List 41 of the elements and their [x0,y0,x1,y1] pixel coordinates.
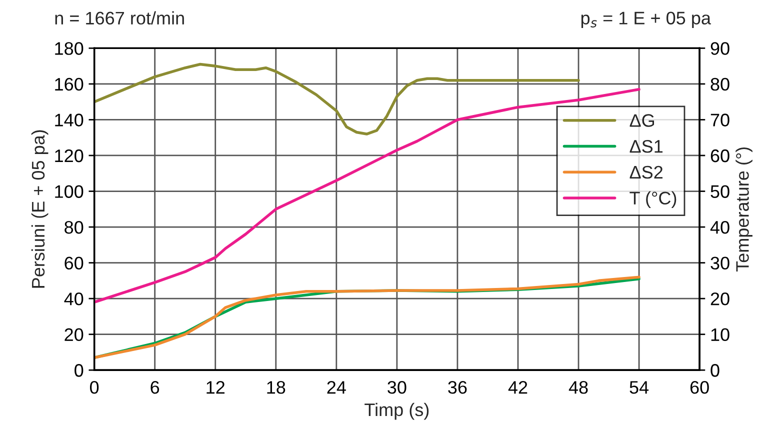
y-axis-title: Persiuni (E + 05 pa) [31,130,48,288]
y2-tick-label: 70 [710,114,730,126]
y-tick-label: 80 [64,220,84,234]
y-tick-label: 20 [64,328,84,342]
legend-label: ΔS1 [630,140,663,153]
y-tick-label: 120 [55,149,84,162]
y2-tick-label: 0 [710,364,720,377]
y-tick-label: 40 [64,292,84,306]
y2-tick-label: 30 [710,256,730,270]
x-tick-label: 24 [327,381,346,394]
x-tick-label: 60 [690,381,709,394]
y-tick-label: 60 [64,256,84,270]
text: p$_{s}$ = 1 E + 05 pa [581,12,711,28]
y2-tick-label: 10 [711,328,730,342]
x-tick-label: 6 [150,381,160,394]
x-tick-label: 42 [508,381,528,394]
line-series [94,62,580,136]
x-tick-label: 54 [630,381,649,394]
legend-label: ΔS2 [630,166,662,179]
x-axis-title: Timp (s) [364,402,429,420]
y2-tick-label: 90 [710,42,730,55]
y-tick-label: 180 [55,42,84,55]
legend-label: ΔG [630,114,654,127]
x-tick-label: 48 [568,381,588,394]
y2-tick-label: 20 [710,292,730,306]
x-tick-label: 30 [388,381,406,394]
y-tick-label: 160 [55,78,84,91]
y-tick-label: 140 [55,114,84,126]
y2-tick-label: 40 [710,220,730,234]
y2-tick-label: 50 [710,185,730,198]
y2-tick-label: 80 [710,78,730,91]
x-tick-label: 18 [267,381,286,394]
x-tick-label: 36 [448,381,467,394]
y-tick-label: 100 [55,185,84,198]
text: n = 1667 rot/min [55,11,184,25]
legend-label: T (°C) [630,191,676,208]
y2-axis-title: Temperature (°) [736,147,752,272]
x-tick-label: 0 [90,381,99,394]
y-tick-label: 0 [74,364,84,377]
y2-tick-label: 60 [710,149,730,162]
x-tick-label: 12 [206,381,224,394]
